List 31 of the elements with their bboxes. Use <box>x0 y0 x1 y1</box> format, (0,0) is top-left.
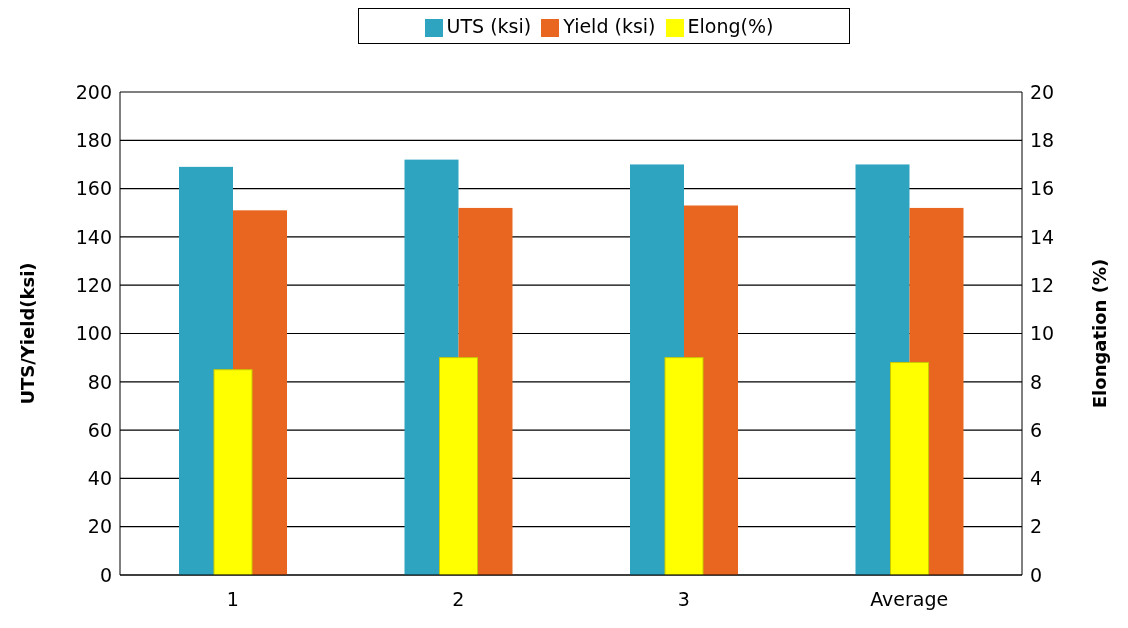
y-tick-label: 200 <box>75 80 112 103</box>
y2-axis-title: Elongation (%) <box>1089 258 1111 409</box>
y2-tick-label: 0 <box>1030 563 1043 586</box>
y-tick-label: 80 <box>87 370 112 393</box>
y-tick-label: 60 <box>87 418 112 441</box>
y-tick-label: 180 <box>75 129 112 152</box>
x-tick-label: 1 <box>226 588 239 611</box>
y2-tick-label: 18 <box>1030 129 1055 152</box>
y2-tick-label: 4 <box>1030 467 1043 490</box>
y2-tick-label: 12 <box>1030 273 1055 296</box>
x-tick-label: Average <box>870 588 949 611</box>
y-tick-label: 100 <box>75 322 112 345</box>
y-tick-label: 40 <box>87 467 112 490</box>
y-tick-label: 160 <box>75 177 112 200</box>
y-axis-title: UTS/Yield(ksi) <box>17 262 39 405</box>
y2-tick-label: 10 <box>1030 322 1055 345</box>
y2-tick-label: 16 <box>1030 177 1055 200</box>
y2-tick-label: 6 <box>1030 418 1043 441</box>
legend-label: UTS (ksi) <box>446 15 532 37</box>
y2-tick-label: 20 <box>1030 80 1055 103</box>
y-tick-label: 120 <box>75 273 112 296</box>
legend-label: Yield (ksi) <box>563 15 656 37</box>
y-tick-label: 0 <box>99 563 112 586</box>
y2-tick-label: 8 <box>1030 370 1043 393</box>
x-tick-label: 3 <box>677 588 690 611</box>
legend-label: Elong(%) <box>687 15 774 37</box>
y-tick-label: 20 <box>87 515 112 538</box>
y2-tick-label: 2 <box>1030 515 1043 538</box>
y-tick-label: 140 <box>75 225 112 248</box>
x-tick-label: 2 <box>452 588 465 611</box>
y2-tick-label: 14 <box>1030 225 1055 248</box>
